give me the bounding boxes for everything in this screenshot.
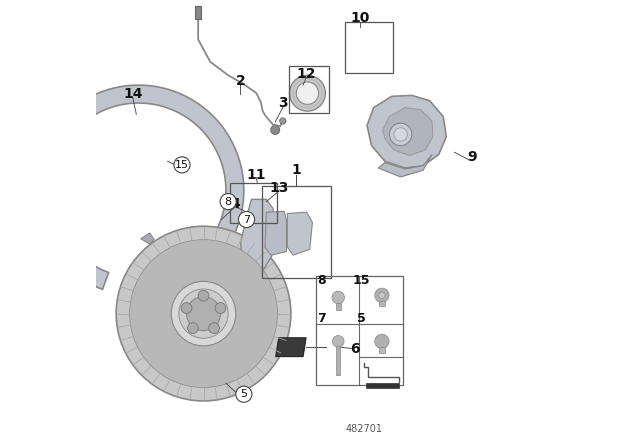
Text: 4: 4 (230, 197, 240, 211)
Text: 3: 3 (278, 96, 288, 110)
Circle shape (239, 211, 255, 228)
Text: 13: 13 (269, 181, 289, 195)
Polygon shape (33, 85, 244, 289)
Text: 482701: 482701 (346, 424, 383, 434)
Bar (366, 383, 399, 388)
Bar (336, 346, 340, 375)
Text: 15: 15 (175, 160, 189, 170)
Polygon shape (241, 199, 276, 270)
Circle shape (389, 123, 412, 146)
Bar (195, 6, 201, 19)
Circle shape (375, 288, 389, 302)
Polygon shape (287, 212, 312, 255)
Circle shape (215, 303, 226, 314)
Polygon shape (383, 108, 433, 155)
Circle shape (394, 128, 408, 141)
Circle shape (174, 157, 190, 173)
Circle shape (198, 290, 209, 301)
Text: 10: 10 (351, 11, 370, 25)
Polygon shape (367, 95, 446, 168)
Text: 6: 6 (350, 341, 360, 356)
Text: 12: 12 (297, 67, 316, 81)
Bar (262, 186, 332, 278)
Text: 5: 5 (241, 389, 247, 399)
Bar (230, 183, 276, 223)
Text: 8: 8 (317, 273, 326, 287)
Circle shape (179, 289, 228, 338)
Circle shape (172, 281, 236, 346)
Bar (335, 303, 341, 310)
Text: 1: 1 (292, 163, 301, 177)
Polygon shape (265, 211, 287, 255)
Circle shape (332, 291, 344, 304)
Circle shape (116, 226, 291, 401)
Text: 9: 9 (467, 150, 477, 164)
Circle shape (181, 303, 192, 314)
Text: 11: 11 (246, 168, 266, 182)
Text: 2: 2 (236, 73, 245, 88)
Circle shape (188, 323, 198, 333)
Circle shape (186, 297, 221, 331)
Bar (289, 66, 329, 113)
Bar (379, 347, 385, 353)
Circle shape (375, 334, 389, 349)
Circle shape (209, 323, 220, 333)
Text: 15: 15 (353, 273, 371, 287)
Circle shape (271, 125, 280, 134)
Bar (316, 276, 403, 385)
Circle shape (280, 118, 286, 124)
Circle shape (296, 82, 319, 104)
Circle shape (236, 386, 252, 402)
Text: 7: 7 (243, 215, 250, 224)
Circle shape (332, 336, 344, 347)
Circle shape (289, 75, 325, 111)
Polygon shape (378, 155, 432, 177)
Circle shape (379, 292, 385, 298)
Text: 5: 5 (357, 311, 366, 325)
Bar (345, 22, 393, 73)
Circle shape (130, 240, 278, 388)
Bar (379, 301, 385, 306)
Text: 7: 7 (317, 311, 326, 325)
Polygon shape (276, 338, 306, 357)
Polygon shape (141, 233, 154, 244)
Circle shape (220, 194, 236, 210)
Text: 14: 14 (123, 87, 143, 101)
Text: 8: 8 (225, 197, 232, 207)
